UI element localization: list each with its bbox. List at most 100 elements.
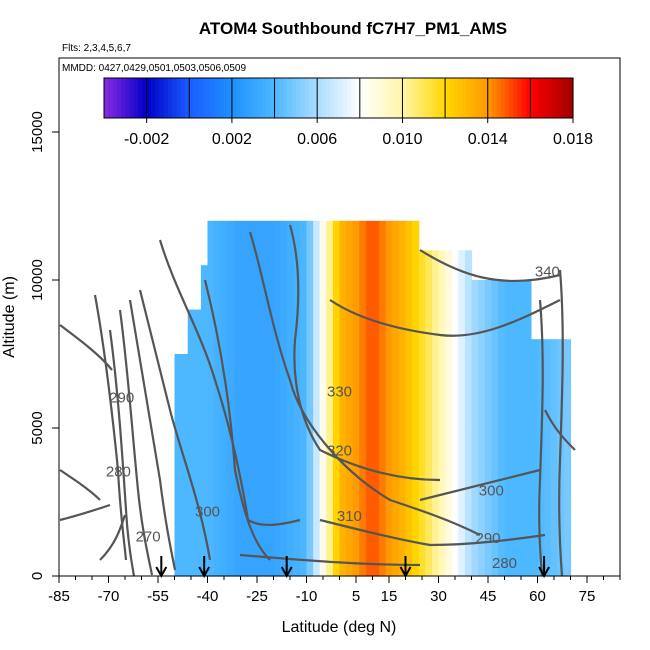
heatmap-cell bbox=[346, 516, 354, 533]
heatmap-cell bbox=[280, 294, 288, 311]
colorbar-swatch bbox=[308, 78, 314, 118]
heatmap-cell bbox=[200, 324, 209, 340]
colorbar-swatch bbox=[253, 78, 259, 118]
heatmap-cell bbox=[438, 516, 446, 533]
heatmap-cell bbox=[187, 324, 195, 340]
colorbar-swatch bbox=[227, 78, 233, 118]
heatmap-cell bbox=[293, 487, 301, 503]
heatmap-cell bbox=[332, 220, 341, 237]
heatmap-cell bbox=[398, 265, 407, 281]
heatmap-cell bbox=[458, 428, 466, 444]
heatmap-cell bbox=[181, 516, 189, 533]
heatmap-cell bbox=[200, 339, 209, 355]
heatmap-cell bbox=[253, 265, 261, 281]
heatmap-cell bbox=[451, 309, 459, 325]
heatmap-cell bbox=[326, 368, 334, 385]
heatmap-cell bbox=[207, 339, 215, 355]
heatmap-cell bbox=[286, 398, 294, 414]
heatmap-cell bbox=[517, 457, 525, 473]
heatmap-cell bbox=[280, 368, 288, 385]
heatmap-cell bbox=[550, 487, 558, 503]
heatmap-cell bbox=[214, 442, 222, 459]
heatmap-cell bbox=[491, 428, 499, 444]
heatmap-cell bbox=[464, 368, 473, 385]
heatmap-cell bbox=[326, 472, 334, 488]
heatmap-cell bbox=[280, 339, 288, 355]
heatmap-cell bbox=[286, 531, 294, 547]
heatmap-cell bbox=[431, 516, 440, 533]
heatmap-cell bbox=[392, 561, 400, 577]
heatmap-cell bbox=[227, 516, 235, 533]
heatmap-cell bbox=[299, 487, 308, 503]
colorbar-swatch bbox=[325, 78, 331, 118]
heatmap-cell bbox=[511, 413, 519, 429]
heatmap-cell bbox=[418, 413, 426, 429]
colorbar-swatch bbox=[159, 78, 165, 118]
heatmap-cell bbox=[299, 546, 308, 562]
heatmap-cell bbox=[451, 561, 459, 577]
heatmap-cell bbox=[247, 546, 255, 562]
heatmap-cell bbox=[352, 398, 360, 414]
contour-line bbox=[203, 279, 271, 561]
colorbar-swatch bbox=[530, 78, 536, 118]
heatmap-cell bbox=[504, 324, 512, 340]
heatmap-cell bbox=[313, 280, 321, 296]
heatmap-cell bbox=[266, 457, 275, 473]
heatmap-cell bbox=[438, 502, 446, 518]
heatmap-cell bbox=[365, 546, 374, 562]
heatmap-cell bbox=[339, 309, 347, 325]
heatmap-cell bbox=[471, 294, 479, 311]
heatmap-cell bbox=[530, 472, 539, 488]
heatmap-cell bbox=[220, 531, 228, 547]
heatmap-cell bbox=[365, 561, 374, 577]
heatmap-cell bbox=[359, 487, 367, 503]
heatmap-cell bbox=[299, 368, 308, 385]
colorbar-swatch bbox=[534, 78, 540, 118]
colorbar-swatch bbox=[385, 78, 391, 118]
heatmap-cell bbox=[227, 280, 235, 296]
heatmap-cell bbox=[253, 457, 261, 473]
heatmap-cell bbox=[346, 383, 354, 399]
heatmap-cell bbox=[458, 413, 466, 429]
heatmap-cell bbox=[425, 309, 433, 325]
contour-line bbox=[128, 299, 177, 571]
heatmap-cell bbox=[247, 309, 255, 325]
heatmap-cell bbox=[207, 487, 215, 503]
heatmap-cell bbox=[174, 472, 182, 488]
heatmap-cell bbox=[174, 457, 182, 473]
heatmap-cell bbox=[207, 472, 215, 488]
heatmap-cell bbox=[346, 457, 354, 473]
x-tick-label: -40 bbox=[197, 588, 219, 605]
heatmap-cell bbox=[491, 502, 499, 518]
heatmap-cell bbox=[220, 487, 228, 503]
heatmap-cell bbox=[471, 502, 479, 518]
heatmap-cell bbox=[293, 220, 301, 237]
heatmap-cell bbox=[240, 354, 248, 370]
heatmap-cell bbox=[379, 265, 387, 281]
colorbar-swatch bbox=[364, 78, 369, 118]
heatmap-cell bbox=[260, 265, 268, 281]
heatmap-cell bbox=[412, 561, 420, 577]
heatmap-cell bbox=[491, 309, 499, 325]
heatmap-cell bbox=[306, 294, 314, 311]
heatmap-cell bbox=[214, 250, 222, 266]
heatmap-cell bbox=[524, 457, 532, 473]
colorbar-swatch bbox=[334, 78, 340, 118]
colorbar-tick-label: 0.014 bbox=[468, 131, 508, 148]
colorbar-swatch bbox=[104, 78, 109, 118]
heatmap-cell bbox=[517, 546, 525, 562]
heatmap-cell bbox=[346, 502, 354, 518]
heatmap-cell bbox=[484, 516, 492, 533]
heatmap-cell bbox=[247, 220, 255, 237]
heatmap-cell bbox=[392, 428, 400, 444]
heatmap-cell bbox=[372, 220, 380, 237]
heatmap-cell bbox=[200, 442, 209, 459]
heatmap-cell bbox=[497, 546, 506, 562]
heatmap-cell bbox=[260, 368, 268, 385]
heatmap-cell bbox=[484, 428, 492, 444]
heatmap-cell bbox=[207, 516, 215, 533]
heatmap-cell bbox=[240, 383, 248, 399]
heatmap-cell bbox=[431, 309, 440, 325]
heatmap-cell bbox=[379, 472, 387, 488]
colorbar: -0.002 0.002 0.006 0.010 0.014 0.018 bbox=[103, 77, 593, 148]
